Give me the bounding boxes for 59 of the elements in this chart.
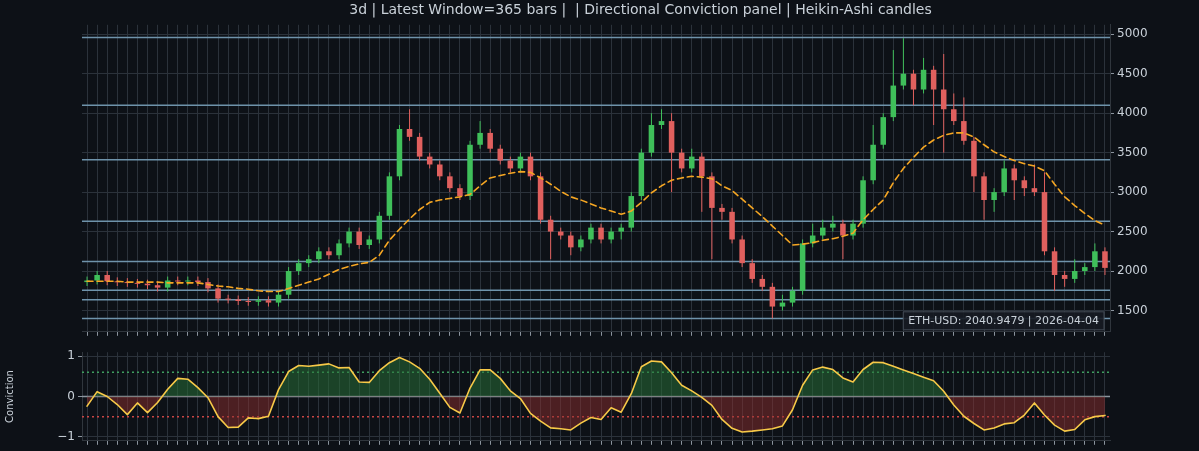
y-tick-label: 3000 xyxy=(1117,184,1148,199)
y-tick-label: 2000 xyxy=(1117,263,1148,278)
y-tick-label: 4500 xyxy=(1117,65,1148,80)
candlestick xyxy=(547,215,554,260)
candlestick xyxy=(840,219,846,260)
candlestick xyxy=(658,108,665,130)
candlestick xyxy=(961,96,967,146)
candlestick xyxy=(1102,246,1108,276)
candlestick xyxy=(608,227,614,244)
candlestick xyxy=(749,258,755,284)
y-axis-title: Conviction xyxy=(3,370,15,423)
candlestick xyxy=(588,223,594,244)
candlestick xyxy=(487,128,493,154)
y-tick-label: 5000 xyxy=(1117,26,1148,41)
y-tick-label: 1 xyxy=(67,348,75,363)
y-tick-label: 1500 xyxy=(1117,302,1148,317)
candlestick xyxy=(346,227,352,248)
annotation: ETH-USD: 2040.9479 | 2026-04-04 xyxy=(908,313,1100,327)
candlestick xyxy=(789,286,796,308)
candlestick xyxy=(1031,163,1038,197)
y-tick-label: 4000 xyxy=(1117,105,1148,120)
candlestick xyxy=(910,69,917,106)
y-tick-label: −1 xyxy=(57,428,75,443)
candlestick xyxy=(1021,175,1028,197)
candlestick xyxy=(326,246,332,260)
candlestick xyxy=(598,223,604,244)
candlestick xyxy=(699,152,705,213)
candlestick xyxy=(951,92,957,126)
candlestick xyxy=(406,108,413,142)
candlestick xyxy=(769,282,776,319)
candlestick xyxy=(447,171,453,193)
candlestick xyxy=(437,160,443,181)
candlestick xyxy=(819,219,826,240)
candlestick xyxy=(356,227,362,250)
candlestick xyxy=(930,65,937,126)
candlestick xyxy=(688,148,695,173)
candlestick xyxy=(225,294,231,304)
candlestick xyxy=(739,235,745,268)
candlestick xyxy=(1001,160,1007,197)
candlestick xyxy=(1011,163,1018,201)
candlestick xyxy=(416,132,423,162)
candlestick xyxy=(1071,258,1078,284)
y-tick-label: 2500 xyxy=(1117,223,1148,238)
candlestick xyxy=(719,203,725,221)
candlestick xyxy=(94,270,100,285)
candlestick xyxy=(215,283,221,304)
candlestick xyxy=(336,238,342,260)
candlestick xyxy=(981,171,987,221)
candlestick xyxy=(991,187,997,213)
candlestick xyxy=(497,144,504,165)
candlestick xyxy=(900,37,907,91)
y-tick-label: 0 xyxy=(67,388,75,403)
chart-title: 3d | Latest Window=365 bars | | Directional Conviction panel | Heikin-Ashi candles xyxy=(349,1,932,19)
candlestick xyxy=(920,57,927,94)
y-tick-label: 3500 xyxy=(1117,144,1148,159)
candlestick xyxy=(1092,242,1098,272)
candlestick xyxy=(477,120,483,150)
candlestick xyxy=(1051,246,1058,292)
candlestick xyxy=(568,231,574,256)
